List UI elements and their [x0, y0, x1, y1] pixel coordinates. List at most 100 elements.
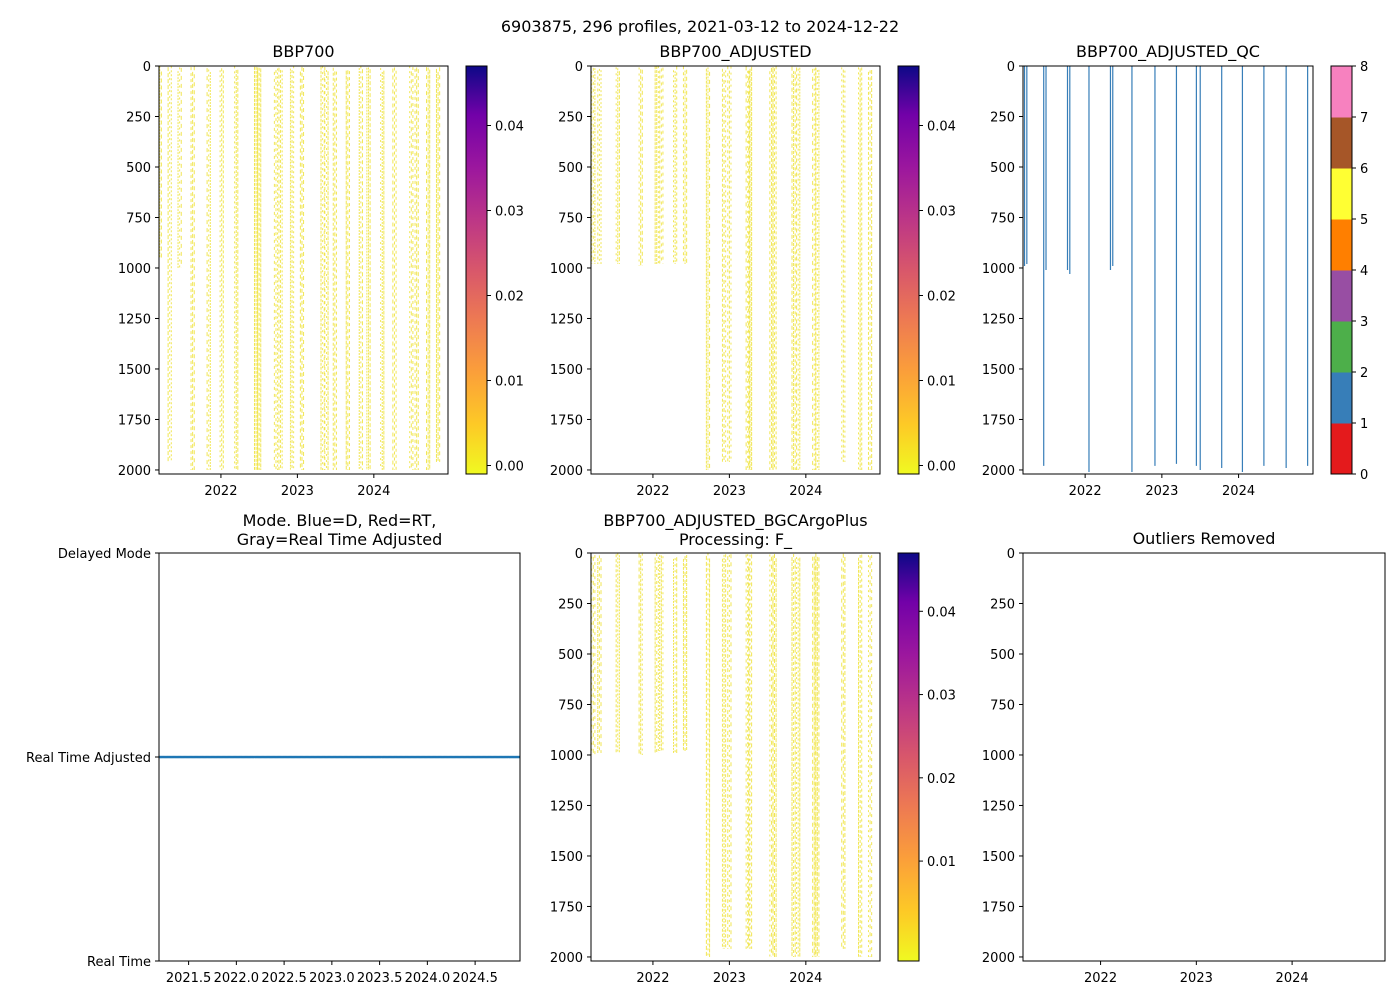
colorbar-tick-label: 2 — [1360, 366, 1368, 381]
axes-frame — [1022, 65, 1314, 475]
colorbar-tick-label: 0 — [1360, 468, 1368, 483]
colorbar-tick-label: 0.04 — [495, 120, 524, 135]
plot-area — [159, 755, 520, 759]
axes-frame — [590, 65, 881, 475]
colorbar: 0.00 0.01 0.02 0.03 0.04 — [465, 65, 524, 475]
colorbar: 0 1 2 3 4 5 6 7 8 — [1330, 60, 1368, 483]
x-tick-label: 2022.0 — [214, 971, 260, 986]
x-tick-label: 2023 — [713, 484, 746, 499]
colorbar-tick-label: 7 — [1360, 111, 1368, 126]
y-tick-label: 750 — [990, 211, 1015, 226]
colorbar-segment — [1331, 270, 1352, 322]
colorbar-tick-label: 0.01 — [927, 855, 956, 870]
panel-title: BBP700_ADJUSTED_QC — [1076, 42, 1260, 62]
colorbar-tick-label: 0.01 — [495, 375, 524, 390]
y-tick-label: 1000 — [118, 262, 151, 277]
y-tick-label: 1500 — [118, 363, 151, 378]
panel-bbp700-adjusted-qc: BBP700_ADJUSTED_QC0250500750100012501500… — [982, 42, 1368, 499]
colorbar-segment — [1331, 423, 1352, 475]
colorbar: 0.01 0.02 0.03 0.04 — [897, 552, 956, 962]
y-tick-label: 0 — [1007, 60, 1015, 75]
colorbar-tick-label: 0.01 — [927, 375, 956, 390]
x-tick-label: 2023.5 — [357, 971, 403, 986]
colorbar-tick-label: 0.00 — [927, 460, 956, 475]
y-tick-label: 1750 — [982, 900, 1015, 915]
colorbar-gradient — [466, 66, 487, 474]
y-tick-label: 2000 — [118, 464, 151, 479]
x-tick-label: 2024 — [789, 484, 822, 499]
y-tick-label: 1250 — [982, 799, 1015, 814]
plot-area — [159, 66, 441, 470]
y-tick-label: Real Time — [87, 955, 151, 970]
y-tick-label: 2000 — [550, 464, 583, 479]
colorbar-tick-label: 4 — [1360, 264, 1368, 279]
colorbar: 0.00 0.01 0.02 0.03 0.04 — [897, 65, 956, 475]
panel-title: BBP700_ADJUSTED — [659, 42, 811, 62]
y-tick-label: 750 — [558, 211, 583, 226]
y-tick-label: 0 — [143, 60, 151, 75]
panel-title-line2: Gray=Real Time Adjusted — [237, 530, 443, 549]
y-tick-label: 1500 — [982, 363, 1015, 378]
y-tick-label: 1750 — [118, 413, 151, 428]
colorbar-gradient — [898, 66, 919, 474]
colorbar-tick-label: 0.02 — [927, 772, 956, 787]
colorbar-tick-label: 3 — [1360, 315, 1368, 330]
colorbar-tick-label: 0.02 — [927, 290, 956, 305]
colorbar-segment — [1331, 117, 1352, 169]
panel-title: Mode. Blue=D, Red=RT, — [243, 511, 437, 530]
colorbar-tick-label: 0.03 — [495, 205, 524, 220]
x-tick-label: 2024 — [789, 971, 822, 986]
colorbar-segment — [1331, 321, 1352, 373]
x-tick-label: 2024 — [1276, 971, 1309, 986]
x-tick-label: 2023 — [281, 484, 314, 499]
figure-suptitle: 6903875, 296 profiles, 2021-03-12 to 202… — [501, 17, 899, 36]
colorbar-segment — [1331, 372, 1352, 424]
y-tick-label: 1000 — [982, 262, 1015, 277]
colorbar-frame — [897, 552, 920, 962]
y-tick-label: 1250 — [118, 312, 151, 327]
x-tick-label: 2022 — [204, 484, 237, 499]
y-tick-label: 1500 — [982, 850, 1015, 865]
panel-title: BBP700 — [272, 42, 334, 61]
y-tick-label: 2000 — [550, 951, 583, 966]
x-tick-label: 2024.0 — [405, 971, 451, 986]
x-tick-label: 2022 — [1084, 971, 1117, 986]
y-tick-label: 1000 — [982, 749, 1015, 764]
y-tick-label: 0 — [1007, 547, 1015, 562]
colorbar-tick-label: 0.04 — [927, 605, 956, 620]
colorbar-segment — [1331, 66, 1352, 118]
panel-outliers: Outliers Removed 0 250 500 750 1000 1250 1500 17… — [982, 529, 1386, 986]
y-tick-label: 250 — [558, 597, 583, 612]
y-tick-label: 500 — [558, 161, 583, 176]
colorbar-tick-label: 5 — [1360, 213, 1368, 228]
y-tick-label: 0 — [575, 547, 583, 562]
panel-title-line2: Processing: F_ — [679, 530, 793, 550]
x-tick-label: 2024.5 — [452, 971, 498, 986]
y-tick-label: 1250 — [550, 312, 583, 327]
colorbar-tick-label: 0.00 — [495, 460, 524, 475]
y-tick-label: 750 — [990, 698, 1015, 713]
colorbar-tick-label: 0.03 — [927, 689, 956, 704]
y-tick-label: 250 — [990, 110, 1015, 125]
axes-frame — [1022, 552, 1386, 962]
x-tick-label: 2024 — [357, 484, 390, 499]
colorbar-tick-label: 0.03 — [927, 205, 956, 220]
y-tick-label: 0 — [575, 60, 583, 75]
colorbar-tick-label: 0.04 — [927, 120, 956, 135]
x-tick-label: 2022 — [636, 484, 669, 499]
x-tick-label: 2023 — [713, 971, 746, 986]
x-tick-label: 2022 — [1069, 484, 1102, 499]
y-tick-label: Real Time Adjusted — [26, 751, 151, 766]
x-tick-label: 2022.5 — [261, 971, 307, 986]
axes-frame — [158, 65, 449, 475]
panel-bbp700: BBP700 0 250 500 750 1000 1250 1500 1750 2000 2022… — [118, 42, 524, 499]
x-tick-label: 2022 — [636, 971, 669, 986]
colorbar-tick-label: 6 — [1360, 162, 1368, 177]
colorbar-tick-label: 0.02 — [495, 290, 524, 305]
panel-title: Outliers Removed — [1133, 529, 1276, 548]
y-tick-label: 500 — [558, 648, 583, 663]
colorbar-gradient — [898, 553, 919, 961]
colorbar-tick-label: 1 — [1360, 417, 1368, 432]
colorbar-frame — [897, 65, 920, 475]
